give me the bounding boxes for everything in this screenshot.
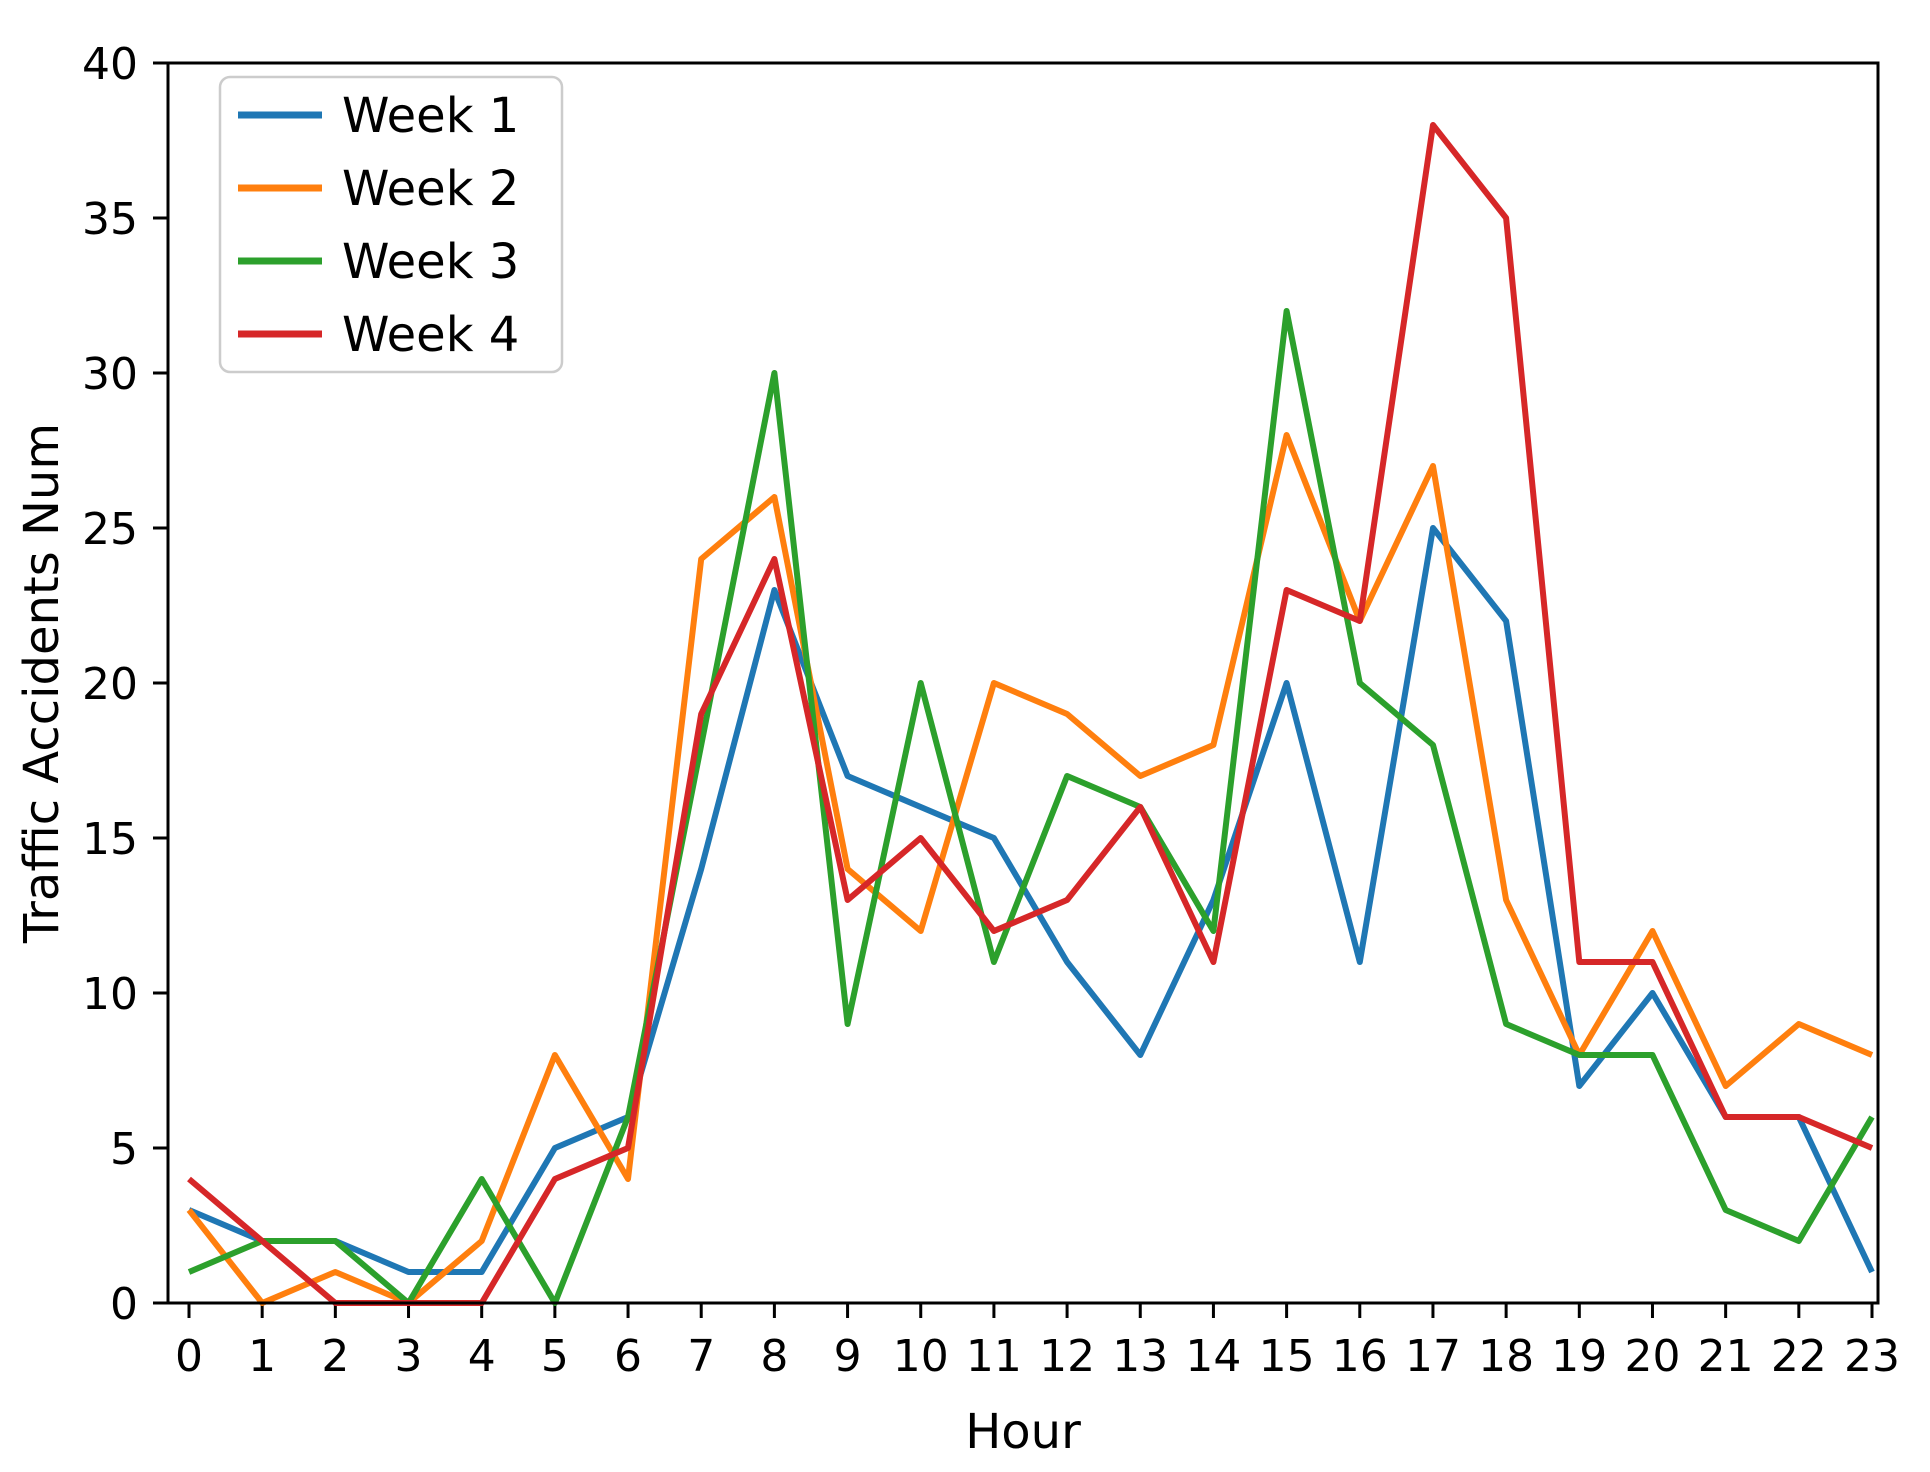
x-tick-label: 21 bbox=[1698, 1331, 1754, 1382]
x-tick-label: 0 bbox=[175, 1331, 203, 1382]
series-line-week-2 bbox=[186, 432, 1874, 1306]
x-tick-label: 5 bbox=[541, 1331, 569, 1382]
x-tick-label: 13 bbox=[1112, 1331, 1168, 1382]
x-axis-title: Hour bbox=[965, 1404, 1081, 1460]
x-tick-label: 16 bbox=[1332, 1331, 1388, 1382]
legend-item: Week 1 bbox=[238, 88, 519, 144]
x-tick-label: 8 bbox=[760, 1331, 788, 1382]
y-tick-label: 25 bbox=[82, 504, 138, 555]
legend-box bbox=[218, 75, 564, 374]
x-tick-label: 3 bbox=[395, 1331, 423, 1382]
x-tick-label: 15 bbox=[1259, 1331, 1315, 1382]
x-tick-label: 7 bbox=[687, 1331, 715, 1382]
y-tick-label: 15 bbox=[82, 814, 138, 865]
x-tick-label: 19 bbox=[1551, 1331, 1607, 1382]
x-tick-label: 1 bbox=[248, 1331, 276, 1382]
legend-item: Week 4 bbox=[238, 307, 519, 363]
x-tick-label: 6 bbox=[614, 1331, 642, 1382]
x-tick-label: 9 bbox=[834, 1331, 862, 1382]
x-tick-label: 22 bbox=[1771, 1331, 1827, 1382]
series-line-week-3 bbox=[187, 308, 1875, 1306]
legend: Week 1 Week 2 Week 3 Week 4 bbox=[218, 75, 564, 374]
x-tick-label: 17 bbox=[1405, 1331, 1461, 1382]
x-tick-label: 4 bbox=[468, 1331, 496, 1382]
x-tick-label: 12 bbox=[1039, 1331, 1095, 1382]
x-tick-label: 2 bbox=[321, 1331, 349, 1382]
y-tick-label: 20 bbox=[82, 659, 138, 710]
y-tick-label: 0 bbox=[110, 1279, 138, 1330]
y-tick-label: 10 bbox=[82, 969, 138, 1020]
y-tick-label: 35 bbox=[82, 194, 138, 245]
axes-spines bbox=[166, 61, 1880, 1305]
legend-label: Week 2 bbox=[342, 161, 519, 217]
series-line-week-1 bbox=[187, 525, 1875, 1275]
y-axis-title: Traffic Accidents Num bbox=[14, 423, 70, 944]
x-tick-label: 10 bbox=[893, 1331, 949, 1382]
x-tick-label: 18 bbox=[1478, 1331, 1534, 1382]
y-tick-label: 40 bbox=[82, 39, 138, 90]
y-tick-label: 5 bbox=[110, 1124, 138, 1175]
x-tick-label: 14 bbox=[1185, 1331, 1241, 1382]
x-tick-label: 20 bbox=[1624, 1331, 1680, 1382]
x-tick-label: 11 bbox=[966, 1331, 1022, 1382]
legend-label: Week 1 bbox=[342, 88, 519, 144]
y-tick-label: 30 bbox=[82, 349, 138, 400]
legend-item: Week 3 bbox=[238, 234, 519, 290]
x-tick-label: 23 bbox=[1844, 1331, 1900, 1382]
legend-label: Week 4 bbox=[342, 307, 519, 363]
legend-label: Week 3 bbox=[342, 234, 519, 290]
legend-item: Week 2 bbox=[238, 161, 519, 217]
